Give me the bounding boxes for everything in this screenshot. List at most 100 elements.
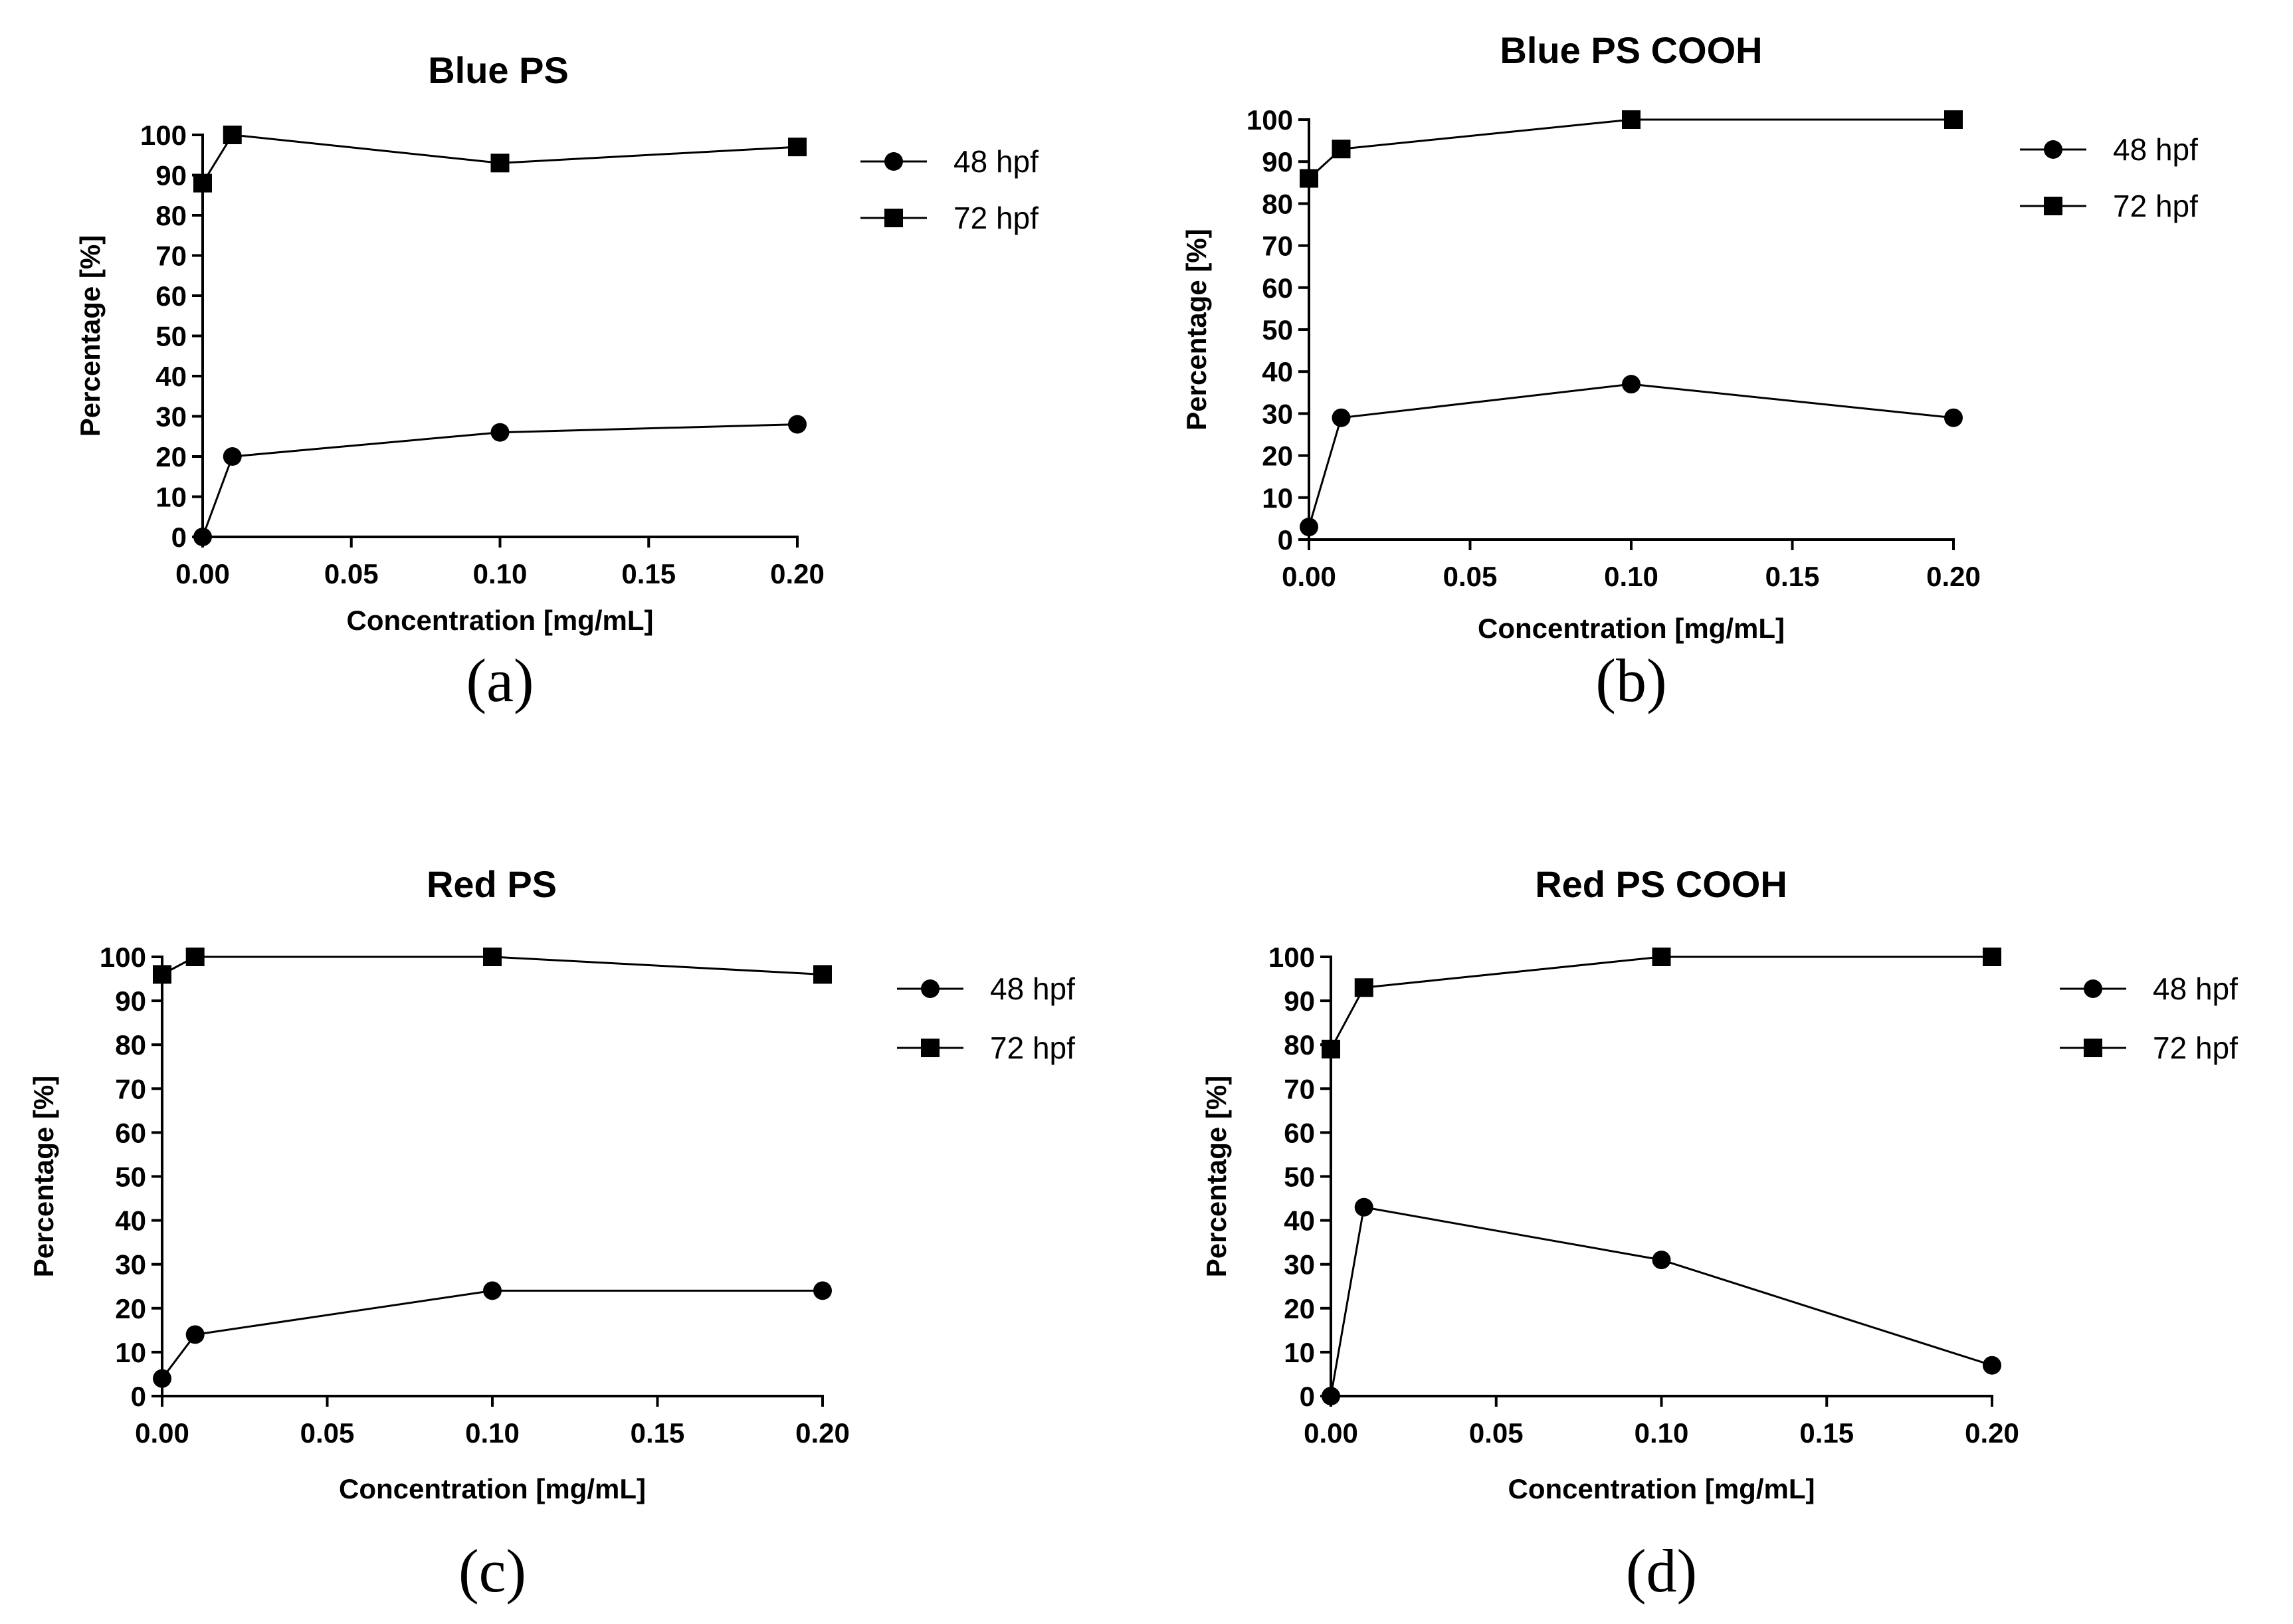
point-72hpf-2	[1652, 948, 1671, 966]
point-72hpf-1	[1354, 978, 1373, 997]
panel-label: (d)	[1626, 1537, 1697, 1605]
point-48hpf-2	[490, 423, 510, 442]
point-72hpf-3	[1944, 110, 1963, 129]
panel-label: (b)	[1595, 647, 1666, 714]
y-tick-label: 20	[1262, 441, 1293, 472]
point-72hpf-0	[1300, 169, 1318, 188]
x-tick-label: 0.10	[1635, 1417, 1689, 1449]
point-48hpf-1	[1332, 408, 1351, 427]
y-tick-label: 60	[1262, 272, 1293, 304]
x-tick-label: 0.05	[1443, 561, 1498, 592]
chart-panel-a: Blue PS 0 10 20 30 40 50 60 70 80 90 100 0.00 0.05 0.1…	[74, 49, 1039, 714]
point-48hpf-0	[153, 1369, 171, 1388]
series-line-48hpf	[161, 1289, 823, 1379]
point-48hpf-2	[483, 1281, 502, 1300]
x-tick-label: 0.00	[1282, 561, 1336, 592]
y-tick-label: 60	[115, 1117, 146, 1148]
x-tick-label: 0.15	[631, 1417, 685, 1449]
legend-marker-circle	[884, 152, 903, 171]
x-axis-label: Concentration [mg/mL]	[339, 1473, 646, 1504]
point-48hpf-3	[813, 1281, 832, 1300]
y-tick-label: 100	[100, 942, 146, 973]
y-tick-label: 0	[1278, 524, 1293, 556]
point-48hpf-3	[1944, 408, 1963, 427]
y-tick-label: 100	[140, 120, 187, 151]
x-axis-label: Concentration [mg/mL]	[1478, 613, 1785, 644]
point-48hpf-2	[1622, 375, 1641, 394]
legend-marker-square	[2044, 197, 2062, 215]
y-tick-label: 90	[155, 160, 187, 191]
y-tick-label: 20	[115, 1293, 146, 1324]
point-72hpf-3	[788, 138, 807, 157]
y-tick-label: 0	[171, 522, 187, 553]
series-line-48hpf	[1330, 1206, 1993, 1397]
y-tick-label: 10	[1284, 1337, 1315, 1368]
chart-title: Blue PS	[428, 49, 569, 91]
point-72hpf-0	[193, 173, 212, 193]
legend-marker-square	[921, 1039, 940, 1057]
legend-label: 48 hpf	[990, 971, 1075, 1006]
y-tick-label: 0	[1300, 1381, 1315, 1412]
x-tick-label: 0.20	[795, 1417, 850, 1449]
y-tick-label: 60	[155, 280, 187, 312]
x-tick-label: 0.05	[1469, 1417, 1524, 1449]
y-tick-label: 30	[155, 401, 187, 433]
legend-label: 72 hpf	[2153, 1031, 2238, 1065]
y-tick-label: 80	[1284, 1029, 1315, 1061]
x-tick-label: 0.20	[770, 558, 825, 589]
x-tick-label: 0.20	[1965, 1417, 2019, 1449]
y-tick-label: 50	[1284, 1162, 1315, 1193]
chart-panel-c: Red PS 0 10 20 30 40 50 60 70 80 90 100 0.00 0.05 0.10…	[28, 863, 1075, 1605]
point-72hpf-2	[490, 153, 510, 173]
y-tick-label: 10	[155, 482, 187, 513]
y-tick-label: 0	[131, 1381, 146, 1412]
y-tick-label: 30	[1262, 398, 1293, 429]
legend-marker-square	[884, 209, 903, 227]
x-tick-label: 0.10	[473, 558, 528, 589]
point-72hpf-3	[1983, 948, 2001, 966]
point-48hpf-0	[193, 528, 212, 546]
x-tick-label: 0.00	[1304, 1417, 1358, 1449]
x-tick-label: 0.15	[1765, 561, 1820, 592]
point-48hpf-1	[1354, 1197, 1373, 1217]
chart-panel-b: Blue PS COOH 0 10 20 30 40 50 60 70 80 90 100 0.00 0.…	[1181, 29, 2198, 714]
series-line-48hpf	[1308, 383, 1954, 528]
y-axis-label: Percentage [%]	[74, 235, 106, 437]
x-axis-label: Concentration [mg/mL]	[1508, 1473, 1815, 1504]
x-tick-label: 0.10	[1604, 561, 1658, 592]
legend-marker-circle	[921, 979, 940, 998]
y-tick-label: 90	[115, 985, 146, 1017]
point-48hpf-0	[1322, 1387, 1340, 1405]
y-tick-label: 70	[1262, 231, 1293, 262]
y-tick-label: 60	[1284, 1117, 1315, 1148]
legend-label: 48 hpf	[2153, 971, 2238, 1006]
y-axis-label: Percentage [%]	[1201, 1076, 1232, 1277]
y-tick-label: 30	[1284, 1249, 1315, 1280]
legend-label: 72 hpf	[2113, 189, 2198, 223]
y-tick-label: 80	[155, 200, 187, 231]
x-tick-label: 0.00	[135, 1417, 189, 1449]
series-line-48hpf	[201, 423, 798, 538]
y-tick-label: 70	[155, 241, 187, 272]
series-line-72hpf	[1330, 956, 1992, 1050]
chart-panel-d: Red PS COOH 0 10 20 30 40 50 60 70 80 90 100 0.00 0.0…	[1201, 863, 2238, 1605]
chart-title: Red PS	[427, 863, 557, 905]
legend-marker-circle	[2084, 979, 2102, 998]
y-tick-label: 70	[115, 1073, 146, 1104]
y-tick-label: 80	[1262, 188, 1293, 219]
chart-title: Blue PS COOH	[1500, 29, 1762, 71]
x-tick-label: 0.00	[175, 558, 230, 589]
y-tick-label: 20	[155, 441, 187, 472]
legend-marker-circle	[2044, 140, 2062, 159]
legend-label: 48 hpf	[953, 144, 1039, 179]
series-line-72hpf	[161, 956, 823, 975]
y-tick-label: 40	[1262, 356, 1293, 387]
point-72hpf-1	[223, 126, 242, 144]
legend-label: 72 hpf	[953, 201, 1039, 235]
point-48hpf-0	[1300, 518, 1318, 537]
y-tick-label: 40	[115, 1205, 146, 1237]
y-tick-label: 50	[115, 1162, 146, 1193]
y-tick-label: 80	[115, 1029, 146, 1061]
y-tick-label: 100	[1268, 942, 1315, 973]
